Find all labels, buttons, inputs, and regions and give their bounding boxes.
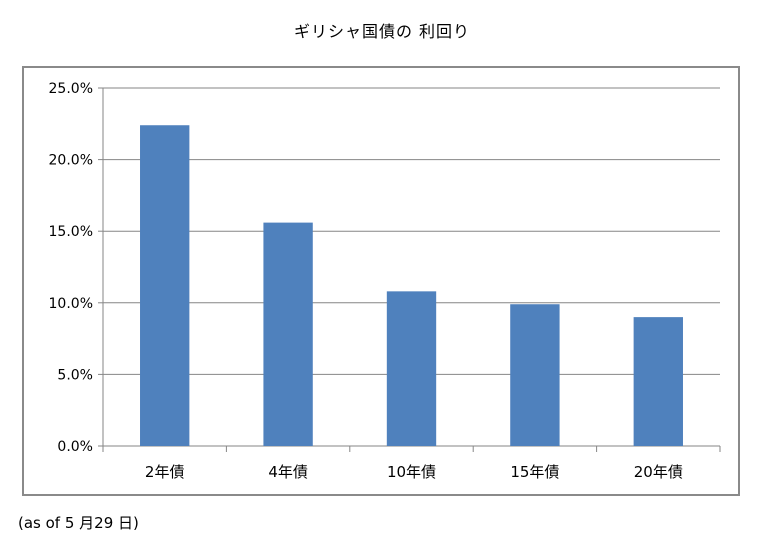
x-tick-label: 20年債 bbox=[634, 463, 683, 481]
x-tick-label: 10年債 bbox=[387, 463, 436, 481]
bar-2 bbox=[263, 222, 313, 446]
y-tick-label: 5.0% bbox=[57, 367, 93, 383]
bar-4 bbox=[510, 304, 560, 446]
y-tick-label: 0.0% bbox=[57, 439, 93, 455]
chart-title: ギリシャ国債の 利回り bbox=[293, 22, 471, 41]
y-tick-label: 25.0% bbox=[49, 81, 93, 97]
footnote-date: (as of 5 月29 日) bbox=[18, 514, 139, 532]
bar-3 bbox=[386, 291, 437, 446]
y-tick-label: 20.0% bbox=[49, 153, 93, 169]
y-tick-label: 10.0% bbox=[49, 296, 93, 312]
chart-frame bbox=[22, 66, 740, 496]
x-tick-label: 2年債 bbox=[145, 463, 185, 481]
bar-5 bbox=[633, 317, 683, 446]
bar-1 bbox=[140, 125, 190, 447]
y-tick-label: 15.0% bbox=[49, 224, 93, 240]
x-tick-label: 4年債 bbox=[268, 463, 308, 481]
x-tick-label: 15年債 bbox=[510, 463, 559, 481]
